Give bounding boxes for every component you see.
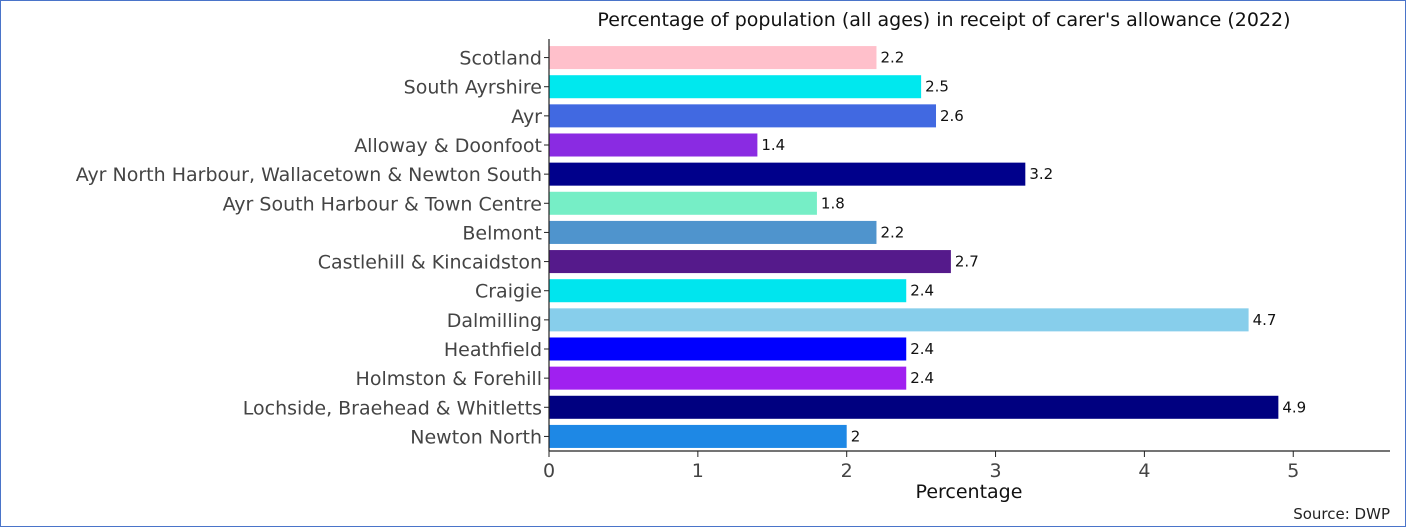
category-label-2: Ayr xyxy=(511,106,542,128)
value-label-10: 2.4 xyxy=(910,340,934,358)
value-label-2: 2.6 xyxy=(940,107,964,125)
value-label-0: 2.2 xyxy=(880,49,904,67)
value-label-9: 4.7 xyxy=(1253,311,1277,329)
bar-1 xyxy=(549,75,922,99)
bar-3 xyxy=(549,133,758,157)
bar-2 xyxy=(549,104,937,128)
category-label-7: Castlehill & Kincaidston xyxy=(318,252,542,274)
bar-8 xyxy=(549,279,907,303)
value-label-1: 2.5 xyxy=(925,78,949,96)
category-label-10: Heathfield xyxy=(444,339,542,361)
value-label-4: 3.2 xyxy=(1029,165,1053,183)
x-tick-label-5: 5 xyxy=(1287,460,1299,482)
bar-6 xyxy=(549,220,877,244)
x-ticks: 0 1 2 3 4 5 xyxy=(543,451,1299,482)
bar-0 xyxy=(549,46,877,70)
category-labels: Scotland South Ayrshire Ayr Alloway & Doonf… xyxy=(76,48,549,448)
bar-11 xyxy=(549,366,907,390)
bar-13 xyxy=(549,424,847,448)
bar-7 xyxy=(549,250,951,274)
bar-9 xyxy=(549,308,1249,332)
value-label-7: 2.7 xyxy=(955,253,979,271)
category-label-5: Ayr South Harbour & Town Centre xyxy=(223,193,542,215)
value-label-8: 2.4 xyxy=(910,282,934,300)
x-tick-label-2: 2 xyxy=(841,460,853,482)
value-label-3: 1.4 xyxy=(761,136,785,154)
x-tick-label-4: 4 xyxy=(1138,460,1150,482)
value-label-12: 4.9 xyxy=(1282,398,1306,416)
category-label-11: Holmston & Forehill xyxy=(356,368,542,390)
bar-12 xyxy=(549,395,1279,419)
value-label-13: 2 xyxy=(851,427,861,445)
bar-10 xyxy=(549,337,907,361)
x-tick-label-3: 3 xyxy=(990,460,1002,482)
category-label-13: Newton North xyxy=(410,426,542,448)
category-label-8: Craigie xyxy=(475,281,542,303)
value-labels: 2.2 2.5 2.6 1.4 3.2 1.8 2.2 2.7 2.4 4.7 2.4 2.4 4.9 2 xyxy=(761,49,1306,446)
category-label-3: Alloway & Doonfoot xyxy=(354,135,542,157)
value-label-11: 2.4 xyxy=(910,369,934,387)
category-label-4: Ayr North Harbour, Wallacetown & Newton … xyxy=(76,164,542,186)
category-label-1: South Ayrshire xyxy=(404,77,542,99)
source-note: Source: DWP xyxy=(1293,505,1390,523)
category-label-12: Lochside, Braehead & Whitletts xyxy=(243,397,542,419)
category-label-0: Scotland xyxy=(459,48,542,70)
bar-5 xyxy=(549,191,817,215)
chart-title: Percentage of population (all ages) in r… xyxy=(597,9,1290,31)
bar-4 xyxy=(549,162,1026,186)
category-label-6: Belmont xyxy=(462,222,542,244)
bars-group xyxy=(549,46,1279,448)
x-axis-title: Percentage xyxy=(916,481,1023,503)
x-tick-label-1: 1 xyxy=(692,460,704,482)
value-label-6: 2.2 xyxy=(880,223,904,241)
value-label-5: 1.8 xyxy=(821,194,845,212)
category-label-9: Dalmilling xyxy=(447,310,542,332)
x-tick-label-0: 0 xyxy=(543,460,555,482)
